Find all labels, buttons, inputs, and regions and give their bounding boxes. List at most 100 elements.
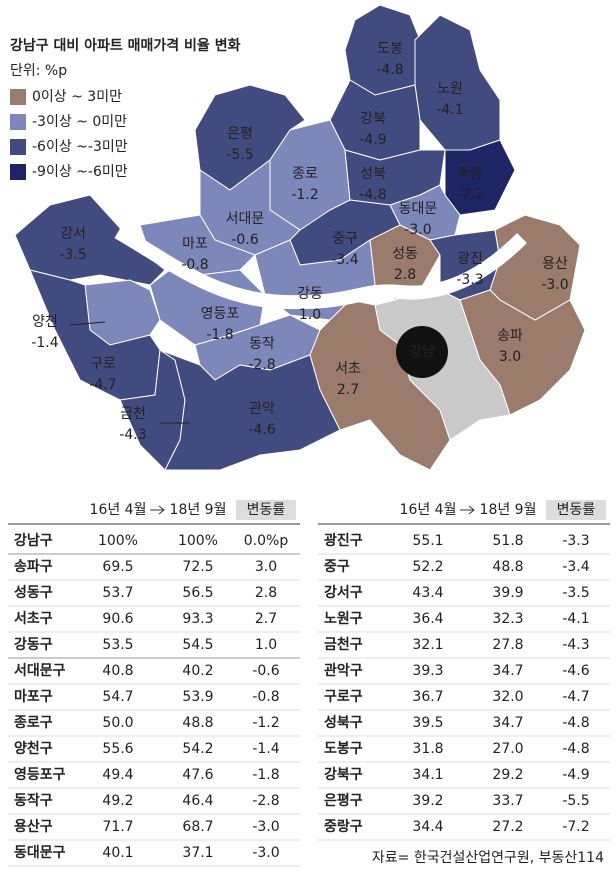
column-header: 변동률 xyxy=(247,502,286,518)
legend-swatch xyxy=(10,164,26,180)
cell: 52.2 xyxy=(412,559,443,575)
row-name: 노원구 xyxy=(324,611,363,627)
district-value: -3.5 xyxy=(59,247,86,263)
district-value: -1.2 xyxy=(291,187,318,203)
cell: -1.8 xyxy=(252,767,279,783)
cell: 49.4 xyxy=(102,767,133,783)
cell: 0.0%p xyxy=(244,533,289,549)
header-arrow xyxy=(150,505,165,515)
cell: 54.2 xyxy=(182,741,213,757)
cell: 2.8 xyxy=(255,585,277,601)
legend: 0이상 ~ 3미만 -3이상 ~ 0미만 -6이상 ~-3미만 -9이상 ~-6미만 xyxy=(10,89,128,180)
cell: 68.7 xyxy=(182,819,213,835)
district-name: 성동 xyxy=(392,246,418,262)
district-area xyxy=(159,349,341,471)
cell: 34.7 xyxy=(492,663,523,679)
cell: 50.0 xyxy=(102,715,133,731)
cell: 46.4 xyxy=(182,793,213,809)
district-name: 노원 xyxy=(437,81,463,97)
cell: 55.6 xyxy=(102,741,133,757)
row-name: 강동구 xyxy=(14,636,53,653)
cell: -1.4 xyxy=(252,741,279,757)
cell: -4.8 xyxy=(562,741,589,757)
cell: 37.1 xyxy=(182,845,213,861)
legend-swatch xyxy=(10,89,26,105)
district-value: -3.4 xyxy=(331,252,358,268)
cell: -0.6 xyxy=(252,663,279,679)
title: 강남구 대비 아파트 매매가격 비율 변화 xyxy=(10,37,241,54)
district-value: -3.3 xyxy=(456,272,483,288)
map: 도봉 -4.8 노원 -4.1 강북 -4.9 은평 -5.5 종로 -1.2 성북 -4.8 중랑 -7… xyxy=(14,4,586,471)
cell: 34.7 xyxy=(492,715,523,731)
district-value: -4.7 xyxy=(89,377,116,393)
cell: 34.4 xyxy=(412,819,443,835)
district-value: -5.5 xyxy=(226,147,253,163)
row-name: 중랑구 xyxy=(324,819,363,835)
cell: 71.7 xyxy=(102,819,133,835)
district-name: 광진 xyxy=(457,251,483,267)
row-name: 서대문구 xyxy=(14,663,66,679)
district-name: 구로 xyxy=(90,356,116,372)
row-name: 강남구 xyxy=(14,532,53,549)
cell: 36.7 xyxy=(412,689,443,705)
district-value: -1.8 xyxy=(206,327,233,343)
cell: 2.7 xyxy=(255,611,277,627)
cell: 69.5 xyxy=(102,559,133,575)
cell: -4.9 xyxy=(562,767,589,783)
cell: 47.6 xyxy=(182,767,213,783)
cell: 32.0 xyxy=(492,689,523,705)
row-name: 관악구 xyxy=(324,662,363,679)
cell: -7.2 xyxy=(562,819,589,835)
cell: -5.5 xyxy=(562,793,589,809)
cell: 54.5 xyxy=(182,637,213,653)
row-name: 양천구 xyxy=(14,741,53,757)
cell: -2.8 xyxy=(252,793,279,809)
row-name: 동작구 xyxy=(14,792,53,809)
cell: -3.5 xyxy=(562,585,589,601)
district-value: -4.8 xyxy=(376,62,403,78)
row-name: 성동구 xyxy=(14,585,53,601)
row-name: 종로구 xyxy=(14,715,53,731)
leader-line xyxy=(69,321,106,326)
district-name: 강서 xyxy=(60,226,86,242)
district-name: 강동 xyxy=(297,286,323,302)
row-name: 성북구 xyxy=(324,715,363,731)
district-value: -1.4 xyxy=(31,335,58,351)
cell: 32.1 xyxy=(412,637,443,653)
legend-swatch xyxy=(10,114,26,130)
district-name: 종로 xyxy=(292,166,318,182)
district-value: 2.8 xyxy=(394,267,416,283)
cell: 51.8 xyxy=(492,533,523,549)
legend-label: -6이상 ~-3미만 xyxy=(32,139,128,155)
district-name: 성북 xyxy=(360,166,386,182)
cell: -1.2 xyxy=(252,715,279,731)
cell: 1.0 xyxy=(255,637,277,653)
cell: 48.8 xyxy=(182,715,213,731)
cell: 40.8 xyxy=(102,663,133,679)
cell: -4.7 xyxy=(562,689,589,705)
cell: -3.0 xyxy=(252,819,279,835)
cell: -3.0 xyxy=(252,845,279,861)
cell: 39.3 xyxy=(412,663,443,679)
district-value: -4.3 xyxy=(119,427,146,443)
district-name: 송파 xyxy=(497,328,523,344)
district-name: 양천 xyxy=(32,314,58,330)
district-value: -0.6 xyxy=(231,232,258,248)
cell: 54.7 xyxy=(102,689,133,705)
header-box xyxy=(546,500,606,520)
row-name: 송파구 xyxy=(14,559,53,575)
legend-label: -9이상 ~-6미만 xyxy=(32,164,128,180)
district-value: -4.9 xyxy=(359,132,386,148)
unit: 단위: %p xyxy=(10,63,67,79)
cell: 3.0 xyxy=(255,559,277,575)
header-box xyxy=(236,500,296,520)
row-name: 구로구 xyxy=(324,689,363,705)
cell: 27.2 xyxy=(492,819,523,835)
cell: 29.2 xyxy=(492,767,523,783)
cell: -4.8 xyxy=(562,715,589,731)
row-name: 용산구 xyxy=(14,818,53,835)
district-value: -3.0 xyxy=(404,222,431,238)
district-value: 1.0 xyxy=(299,307,321,323)
cell: 27.0 xyxy=(492,741,523,757)
district-value: -7.2 xyxy=(456,187,483,203)
